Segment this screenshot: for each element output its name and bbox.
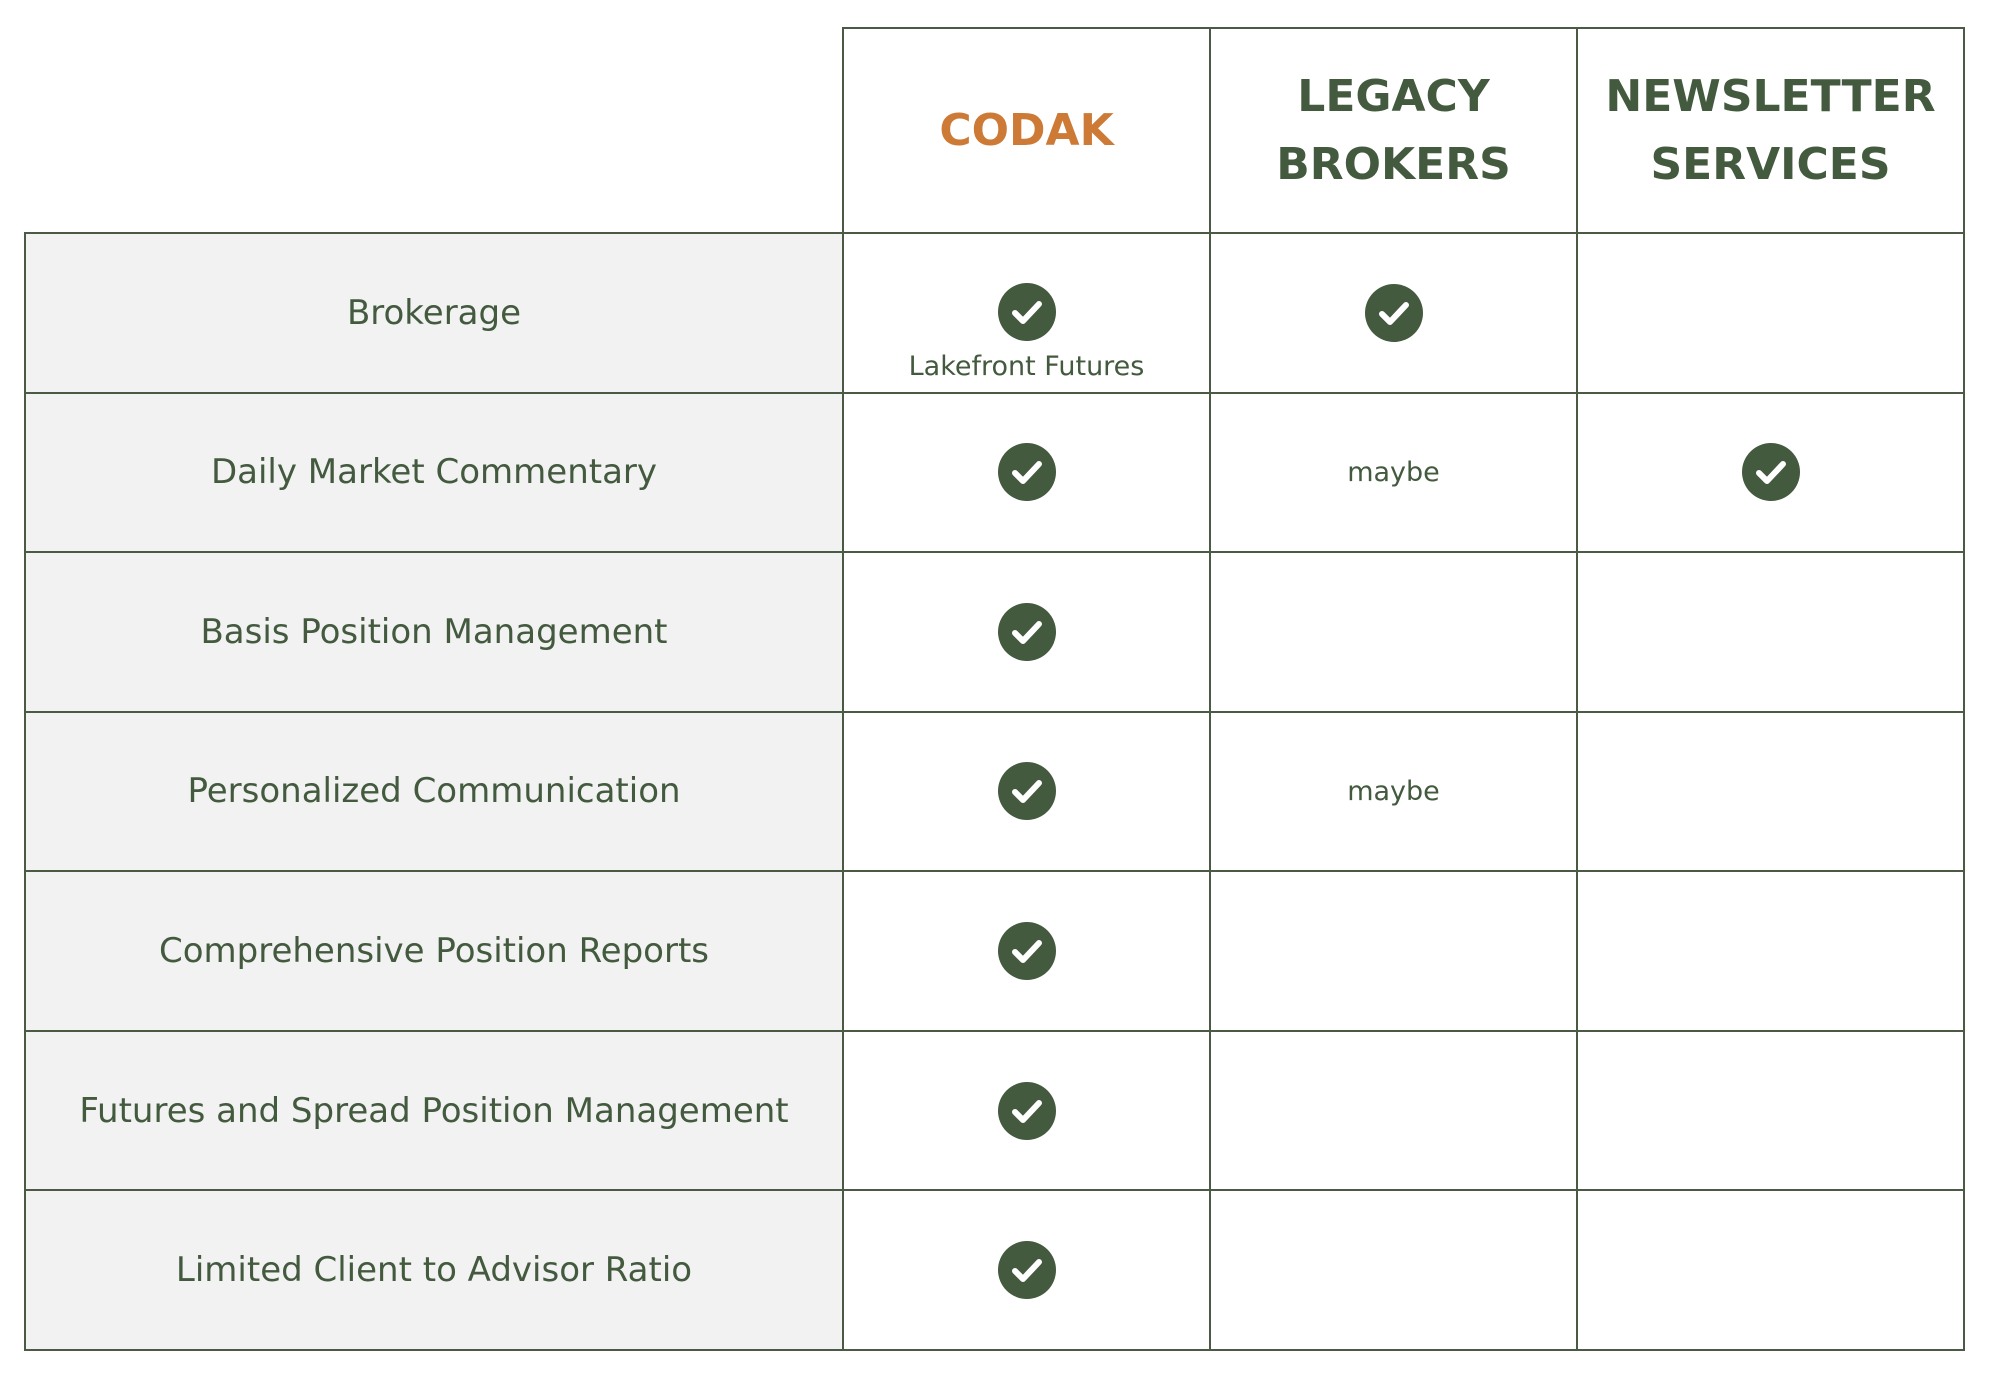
column-header: CODAK [842, 27, 1211, 234]
cell-text: maybe [1347, 456, 1440, 488]
table-cell [842, 710, 1211, 873]
check-icon [1741, 443, 1800, 502]
row-label-text: Comprehensive Position Reports [158, 931, 710, 972]
table-cell [1209, 1029, 1578, 1192]
table-cell: maybe [1209, 391, 1578, 554]
row-label: Futures and Spread Position Management [24, 1029, 844, 1192]
column-header: LEGACY BROKERS [1209, 27, 1578, 234]
row-label: Personalized Communication [24, 710, 844, 873]
check-icon [1364, 283, 1423, 342]
check-icon [997, 1241, 1056, 1300]
table-cell [1576, 551, 1965, 713]
cell-note: Lakefront Futures [908, 350, 1145, 382]
table-cell [842, 1029, 1211, 1192]
row-label-text: Daily Market Commentary [210, 452, 658, 493]
table-cell [842, 391, 1211, 554]
column-title: CODAK [939, 104, 1114, 156]
row-label: Comprehensive Position Reports [24, 870, 844, 1032]
row-label: Brokerage [24, 232, 844, 394]
row-label: Daily Market Commentary [24, 391, 844, 554]
check-icon [997, 282, 1056, 341]
row-label-text: Personalized Communication [187, 771, 681, 812]
table-cell [842, 870, 1211, 1032]
check-icon [997, 922, 1056, 981]
table-cell [1576, 1029, 1965, 1192]
table-cell [1209, 551, 1578, 713]
table-cell: Lakefront Futures [842, 232, 1211, 394]
column-header: NEWSLETTER SERVICES [1576, 27, 1965, 234]
table-cell [1209, 870, 1578, 1032]
table-cell [1209, 1189, 1578, 1351]
table-cell [1576, 870, 1965, 1032]
table-cell [1209, 232, 1578, 394]
row-label: Basis Position Management [24, 551, 844, 713]
check-icon [997, 762, 1056, 821]
table-cell [1576, 1189, 1965, 1351]
row-label-text: Futures and Spread Position Management [79, 1090, 789, 1131]
column-title: NEWSLETTER SERVICES [1605, 70, 1936, 190]
table-cell [1576, 710, 1965, 873]
table-cell: maybe [1209, 710, 1578, 873]
row-label-text: Limited Client to Advisor Ratio [175, 1250, 693, 1291]
table-cell [1576, 391, 1965, 554]
row-label: Limited Client to Advisor Ratio [24, 1189, 844, 1351]
row-label-text: Brokerage [346, 292, 522, 333]
row-label-text: Basis Position Management [200, 611, 668, 652]
table-cell [842, 1189, 1211, 1351]
table-cell [1576, 232, 1965, 394]
column-title: LEGACY BROKERS [1276, 70, 1511, 190]
check-icon [997, 602, 1056, 661]
table-cell [842, 551, 1211, 713]
cell-text: maybe [1347, 775, 1440, 807]
check-icon [997, 1081, 1056, 1140]
check-icon [997, 443, 1056, 502]
